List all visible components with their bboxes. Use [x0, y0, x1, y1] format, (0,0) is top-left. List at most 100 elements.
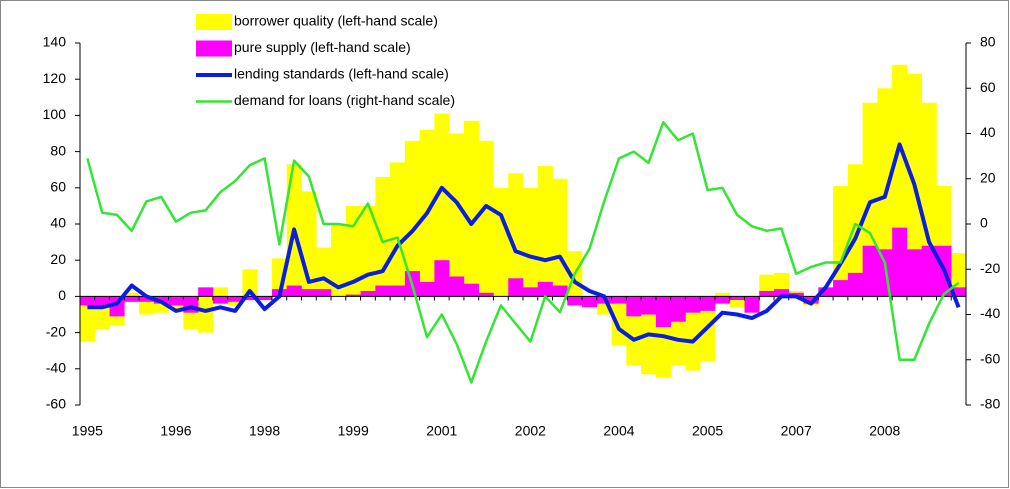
x-tick-label: 2008 — [869, 423, 900, 439]
bar — [80, 296, 96, 306]
y-tick-label: 0 — [58, 287, 66, 303]
bar — [493, 187, 509, 297]
bar — [449, 276, 465, 297]
bar — [714, 296, 731, 304]
y-tick-label: 20 — [50, 251, 66, 267]
bar — [611, 296, 627, 304]
y2-tick-label: -40 — [980, 305, 1000, 321]
bar — [714, 292, 731, 297]
bar — [847, 272, 863, 297]
bar — [375, 285, 391, 297]
bar — [537, 166, 553, 297]
bar — [729, 296, 745, 308]
y2-tick-label: -20 — [980, 260, 1000, 276]
bar — [537, 281, 553, 297]
y-tick-label: -60 — [46, 396, 66, 412]
bar — [139, 296, 155, 302]
bar — [227, 296, 243, 302]
bar — [212, 296, 228, 304]
x-tick-label: 2002 — [515, 423, 546, 439]
bar — [892, 227, 908, 297]
bar — [198, 296, 214, 333]
bar — [390, 162, 406, 297]
bar — [316, 289, 332, 297]
bar — [434, 260, 450, 297]
bar — [833, 185, 849, 297]
bar — [404, 140, 420, 297]
bar — [523, 287, 539, 297]
bar — [242, 269, 258, 297]
bar — [552, 178, 568, 297]
bar — [685, 296, 701, 371]
legend-label: demand for loans (right-hand scale) — [234, 92, 455, 108]
y-tick-label: 140 — [43, 34, 67, 50]
y2-tick-label: -80 — [980, 396, 1000, 412]
bar — [463, 120, 479, 297]
y-tick-label: 40 — [50, 215, 66, 231]
bar — [286, 285, 302, 297]
bar — [523, 187, 539, 297]
bar — [94, 296, 110, 306]
x-tick-label: 2004 — [603, 423, 634, 439]
bar — [655, 296, 671, 328]
y-tick-label: 100 — [43, 106, 67, 122]
bar — [419, 281, 435, 297]
bar — [567, 296, 583, 306]
bar — [700, 296, 716, 311]
bar — [729, 296, 745, 301]
bar — [345, 205, 361, 297]
legend-swatch — [196, 14, 232, 30]
bar — [463, 283, 479, 297]
bar — [316, 247, 332, 297]
y2-tick-label: 20 — [980, 169, 996, 185]
y-tick-label: 60 — [50, 179, 66, 195]
bar — [759, 290, 775, 297]
bar — [198, 287, 214, 297]
bar — [847, 164, 863, 297]
y2-tick-label: 60 — [980, 79, 996, 95]
bar — [508, 173, 524, 297]
bar — [345, 294, 361, 297]
y-tick-label: 120 — [43, 70, 67, 86]
x-tick-label: 1995 — [72, 423, 103, 439]
bar — [818, 287, 834, 297]
line-series — [87, 142, 961, 344]
bar — [833, 280, 849, 297]
y2-tick-label: 0 — [980, 215, 988, 231]
bar — [877, 249, 893, 297]
bar — [449, 133, 465, 297]
bar — [906, 249, 922, 297]
bar — [331, 224, 347, 297]
x-tick-label: 1996 — [160, 423, 191, 439]
bar — [685, 296, 701, 313]
bar — [951, 287, 967, 297]
legend-label: pure supply (left-hand scale) — [234, 39, 411, 55]
bar — [375, 176, 391, 297]
bar — [124, 296, 140, 302]
bar — [582, 296, 598, 308]
x-tick-label: 2001 — [426, 423, 457, 439]
x-tick-label: 2005 — [692, 423, 723, 439]
bar — [670, 296, 686, 322]
legend-label: lending standards (left-hand scale) — [234, 66, 449, 82]
x-tick-label: 1999 — [338, 423, 369, 439]
y-tick-label: -40 — [46, 360, 66, 376]
bar — [862, 245, 878, 297]
y-tick-label: -20 — [46, 323, 66, 339]
x-tick-label: 1998 — [249, 423, 280, 439]
bar — [803, 296, 819, 304]
y2-tick-label: 40 — [980, 124, 996, 140]
bar — [641, 296, 657, 315]
y2-tick-label: 80 — [980, 34, 996, 50]
bar — [478, 140, 494, 297]
bar — [921, 245, 937, 297]
bar — [168, 296, 184, 306]
bar — [390, 285, 406, 297]
bar — [301, 289, 317, 297]
bar — [124, 292, 140, 297]
bar — [744, 296, 760, 313]
bar — [360, 290, 376, 297]
legend-swatch — [196, 40, 232, 57]
bar — [257, 296, 273, 301]
